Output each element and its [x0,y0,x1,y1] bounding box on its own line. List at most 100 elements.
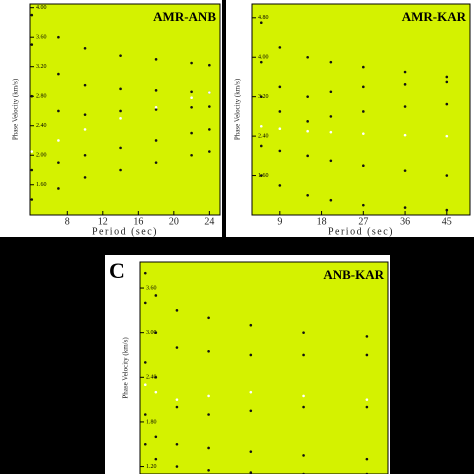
data-point [208,91,211,94]
y-tick-label: 3.60 [146,285,157,291]
y-tick-label: 2.00 [36,153,47,159]
data-point [190,96,193,99]
data-point [119,54,122,57]
data-point [143,413,147,416]
data-point [57,109,60,113]
data-point [207,446,210,450]
data-point [249,323,253,327]
data-point [365,457,369,461]
data-point [208,63,211,67]
data-point [175,442,179,446]
data-point [154,89,158,92]
data-point [306,154,309,158]
data-point [445,208,449,212]
data-point [57,35,60,39]
data-point [154,108,158,111]
y-tick-label: 1.80 [146,419,157,425]
data-point [57,161,60,164]
data-point [278,149,282,153]
x-axis-label: Period (sec) [92,226,158,237]
data-point [83,83,87,87]
data-point [30,198,34,201]
data-point [403,83,407,86]
data-point [154,375,158,379]
y-tick-label: 2.40 [146,375,157,381]
y-tick-label: 2.40 [36,123,47,129]
y-tick-label: 2.40 [258,133,269,139]
data-point [30,13,34,17]
x-tick-label: 16 [133,216,143,227]
data-point [445,80,449,84]
data-point [119,117,122,120]
x-tick-label: 12 [98,216,108,227]
x-tick-label: 36 [400,216,410,227]
data-point [306,55,309,59]
data-point [259,174,263,177]
y-axis-label: Phase Velocity (km/s) [234,78,242,140]
data-point [175,465,179,468]
data-point [154,457,158,461]
data-point [403,206,407,209]
data-point [365,353,369,357]
x-tick-label: 18 [317,216,327,227]
y-tick-label: 3.00 [146,330,157,336]
data-point [278,110,282,113]
data-point [362,85,365,89]
data-point [30,168,34,172]
data-point [119,87,122,91]
data-point [119,109,122,113]
data-point [119,168,122,172]
data-point [175,346,179,349]
data-point [83,128,87,131]
data-point [445,174,449,177]
data-point [306,193,309,197]
data-point [403,105,407,108]
data-point [259,60,263,64]
panel-title: AMR-KAR [402,9,467,24]
y-tick-label: 1.60 [258,173,269,179]
data-point [278,85,282,89]
panel-title: AMR-ANB [153,9,216,24]
data-point [329,60,333,64]
data-point [208,128,211,131]
data-point [143,271,147,275]
y-tick-label: 1.20 [146,464,157,470]
data-point [190,61,193,65]
data-point [143,442,147,446]
data-point [445,134,449,138]
data-point [249,471,253,474]
y-tick-label: 3.60 [36,35,47,41]
data-point [365,405,369,409]
data-point [207,413,210,416]
data-point [403,169,407,172]
y-tick-label: 4.00 [258,55,269,61]
data-point [329,198,333,202]
panel-label: C [109,258,125,283]
data-point [154,161,158,164]
data-point [207,468,210,472]
data-point [259,21,263,25]
y-tick-label: 3.20 [36,64,47,70]
data-point [143,383,147,387]
data-point [83,176,87,179]
data-point [190,153,193,157]
data-point [302,454,305,457]
data-point [154,294,158,297]
data-point [403,70,407,74]
data-point [278,127,282,131]
data-point [249,409,253,413]
data-point [30,43,34,46]
data-point [306,95,309,98]
x-axis-label: Period (sec) [328,226,394,237]
data-point [329,159,333,163]
data-point [57,187,60,190]
data-point [154,435,158,439]
plot-area [251,3,471,216]
data-point [154,390,158,394]
y-tick-label: 1.60 [36,182,47,188]
data-point [259,95,263,98]
data-point [154,58,158,61]
data-point [249,450,253,453]
data-point [207,394,210,398]
